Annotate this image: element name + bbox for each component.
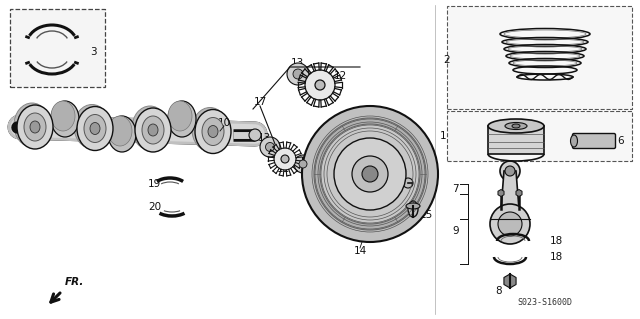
Ellipse shape <box>51 101 79 137</box>
Ellipse shape <box>406 203 420 209</box>
Circle shape <box>500 161 520 181</box>
Ellipse shape <box>14 103 50 147</box>
Text: FR.: FR. <box>65 277 84 287</box>
Circle shape <box>302 106 438 242</box>
Text: 9: 9 <box>452 226 459 236</box>
FancyBboxPatch shape <box>447 111 632 161</box>
Ellipse shape <box>202 117 224 145</box>
Ellipse shape <box>266 143 275 152</box>
Text: 8: 8 <box>495 286 502 296</box>
Circle shape <box>403 178 413 188</box>
Polygon shape <box>501 171 519 209</box>
Text: 15: 15 <box>420 210 433 220</box>
Ellipse shape <box>135 108 171 152</box>
Text: 13: 13 <box>258 133 271 143</box>
Circle shape <box>274 148 296 170</box>
Circle shape <box>334 138 406 210</box>
Ellipse shape <box>512 124 520 128</box>
Ellipse shape <box>195 109 231 153</box>
Circle shape <box>315 80 325 90</box>
Ellipse shape <box>168 101 192 131</box>
Text: 3: 3 <box>90 47 97 57</box>
Text: 18: 18 <box>550 252 563 262</box>
Ellipse shape <box>84 115 106 143</box>
Ellipse shape <box>142 116 164 144</box>
Circle shape <box>314 118 426 230</box>
Circle shape <box>320 124 420 224</box>
Circle shape <box>281 155 289 163</box>
Text: 10: 10 <box>218 118 231 128</box>
Text: 18: 18 <box>550 236 563 246</box>
Circle shape <box>505 166 515 176</box>
Text: 6: 6 <box>617 136 623 146</box>
Text: 19: 19 <box>148 179 161 189</box>
Text: 14: 14 <box>354 246 367 256</box>
Ellipse shape <box>299 160 307 168</box>
Ellipse shape <box>30 121 40 133</box>
Ellipse shape <box>570 135 577 147</box>
Ellipse shape <box>294 155 312 173</box>
Ellipse shape <box>192 108 228 152</box>
Text: 13: 13 <box>308 152 321 162</box>
FancyBboxPatch shape <box>488 126 544 154</box>
Ellipse shape <box>132 106 168 150</box>
Ellipse shape <box>249 129 261 141</box>
FancyBboxPatch shape <box>447 6 632 109</box>
Text: 11: 11 <box>277 164 291 174</box>
Ellipse shape <box>287 63 309 85</box>
Ellipse shape <box>90 122 100 135</box>
Text: 20: 20 <box>148 202 161 212</box>
Text: 13: 13 <box>291 58 304 68</box>
Text: S023-S1600D: S023-S1600D <box>518 298 573 307</box>
Ellipse shape <box>108 116 132 146</box>
Ellipse shape <box>168 101 196 137</box>
Circle shape <box>498 212 522 236</box>
Ellipse shape <box>17 105 53 149</box>
Ellipse shape <box>108 116 136 152</box>
Ellipse shape <box>24 113 46 141</box>
Text: 7: 7 <box>452 184 459 194</box>
Ellipse shape <box>488 119 544 133</box>
Text: 17: 17 <box>254 97 268 107</box>
Circle shape <box>352 156 388 192</box>
Ellipse shape <box>148 124 158 136</box>
FancyBboxPatch shape <box>573 133 616 149</box>
Ellipse shape <box>208 125 218 137</box>
Ellipse shape <box>293 69 303 79</box>
Ellipse shape <box>408 201 418 217</box>
Circle shape <box>490 204 530 244</box>
Text: 1: 1 <box>440 131 447 141</box>
Text: 2: 2 <box>443 55 450 65</box>
Circle shape <box>305 70 335 100</box>
Text: 12: 12 <box>334 71 348 81</box>
FancyBboxPatch shape <box>10 9 105 87</box>
Text: 16: 16 <box>416 175 429 185</box>
Ellipse shape <box>505 122 527 130</box>
Ellipse shape <box>74 105 110 149</box>
Circle shape <box>362 166 378 182</box>
Ellipse shape <box>77 107 113 151</box>
Ellipse shape <box>260 137 280 157</box>
Ellipse shape <box>51 101 75 131</box>
